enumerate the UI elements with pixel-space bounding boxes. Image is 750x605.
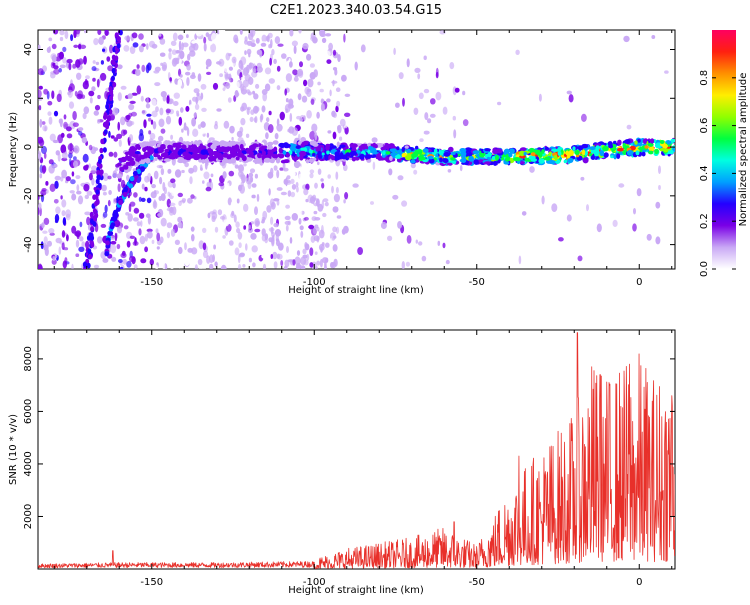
spectrogram-ridge — [116, 137, 675, 179]
snr-y-tick-label: 6000 — [23, 399, 34, 424]
spectrogram-y-tick-label: -20 — [23, 188, 34, 204]
spectrogram-x-tick-label: -100 — [303, 277, 326, 288]
snr-x-tick-label: -50 — [469, 577, 485, 588]
snr-y-tick-label: 2000 — [23, 504, 34, 529]
colorbar-tick-label: 0.2 — [699, 213, 710, 229]
snr-x-tick-label: 0 — [636, 577, 642, 588]
colorbar-tick-label: 0.6 — [699, 118, 710, 134]
spectrogram-diagonal-streak — [83, 30, 123, 269]
colorbar-tick-label: 0.4 — [699, 165, 710, 181]
snr-y-ticks: 2000 4000 6000 8000 — [23, 346, 675, 529]
colorbar-tick-label: 0.0 — [699, 261, 710, 277]
snr-plot — [38, 332, 675, 569]
spectrogram-y-tick-label: 40 — [23, 43, 34, 56]
spectrogram-plot — [38, 30, 675, 269]
colorbar-ticks: 0.0 0.2 0.4 0.6 0.8 — [699, 70, 736, 277]
spectrogram-panel: -150 -100 -50 0 -40 -20 0 20 40 Height of strai… — [8, 29, 676, 296]
snr-y-axis-label: SNR (10 * v/v) — [8, 414, 19, 485]
snr-y-tick-label: 8000 — [23, 346, 34, 371]
snr-x-tick-label: -100 — [303, 577, 326, 588]
snr-panel: -150 -100 -50 0 2000 4000 6000 8000 Height of … — [8, 329, 676, 596]
snr-frame — [37, 329, 676, 570]
spectrogram-x-tick-label: -150 — [140, 277, 163, 288]
snr-series-line — [38, 332, 675, 569]
spectrogram-x-tick-label: -50 — [469, 277, 485, 288]
snr-y-tick-label: 4000 — [23, 451, 34, 476]
spectrogram-y-ticks: -40 -20 0 20 40 — [23, 43, 675, 253]
spectrogram-x-axis-label: Height of straight line (km) — [288, 285, 424, 296]
snr-x-ticks: -150 -100 -50 0 — [53, 330, 673, 588]
spectrogram-curve — [104, 149, 154, 257]
colorbar-tick-label: 0.8 — [699, 70, 710, 86]
colorbar-label: Normalized spectral amplitude — [738, 73, 749, 227]
spectrogram-y-tick-label: 20 — [23, 92, 34, 105]
snr-x-tick-label: -150 — [140, 577, 163, 588]
spectrogram-y-tick-label: 0 — [23, 144, 34, 150]
figure-title: C2E1.2023.340.03.54.G15 — [270, 3, 442, 18]
spectrogram-x-ticks: -150 -100 -50 0 — [53, 30, 673, 288]
spectrogram-background-blobs — [38, 30, 673, 269]
colorbar-gradient — [712, 30, 736, 269]
spectrogram-y-tick-label: -40 — [23, 236, 34, 252]
spectrogram-y-axis-label: Frequency (Hz) — [8, 112, 19, 188]
spectrogram-x-tick-label: 0 — [636, 277, 642, 288]
snr-x-axis-label: Height of straight line (km) — [288, 585, 424, 596]
colorbar: 0.0 0.2 0.4 0.6 0.8 Normalized spectral ampl… — [699, 30, 749, 277]
